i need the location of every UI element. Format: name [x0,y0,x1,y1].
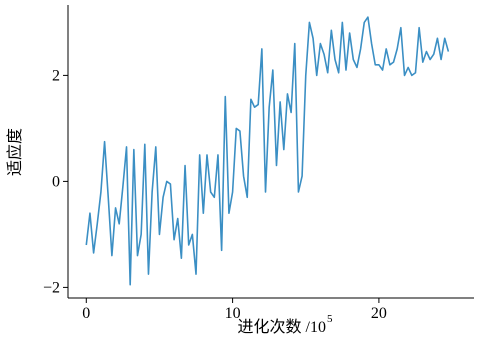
x-axis-label: 进化次数 /10 [238,318,326,336]
x-tick-label: 20 [371,305,387,322]
x-axis-label-exponent: 5 [327,313,333,325]
y-tick-label: 2 [52,67,60,84]
x-tick-label: 0 [82,305,90,322]
x-tick-label: 10 [225,305,241,322]
y-tick-label: −2 [43,279,60,296]
y-tick-label: 0 [52,173,60,190]
line-series [85,16,450,286]
y-axis-label: 适应度 [5,128,24,176]
